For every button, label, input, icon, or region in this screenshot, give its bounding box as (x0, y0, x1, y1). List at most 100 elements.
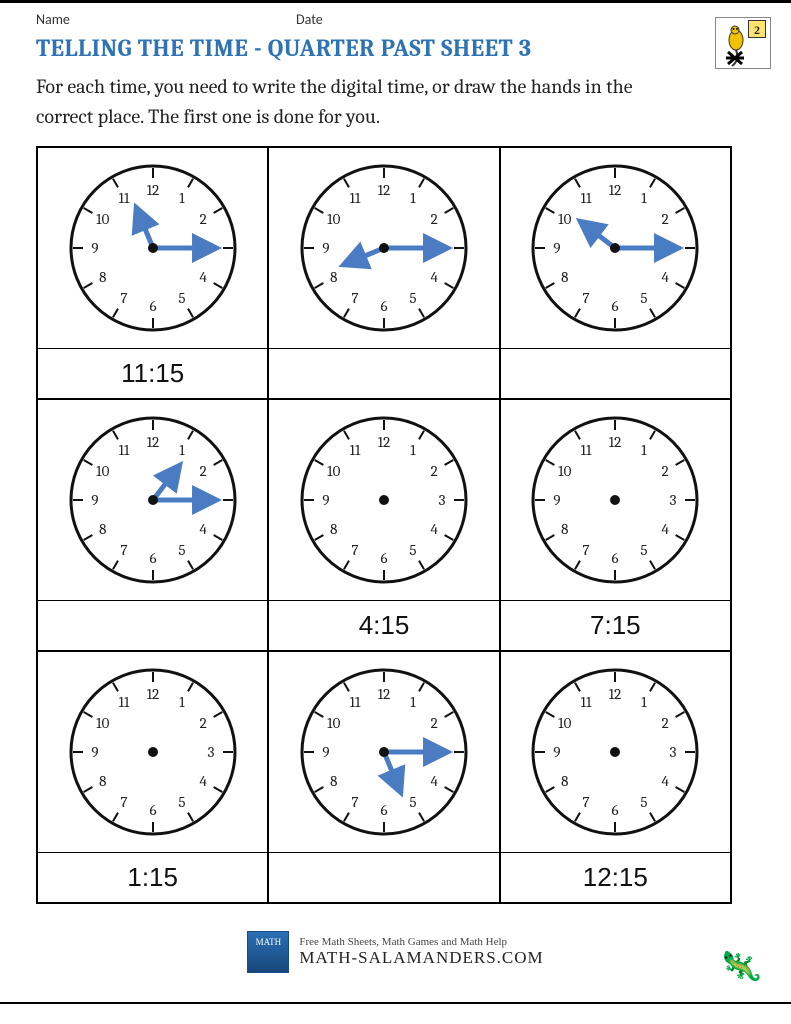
svg-text:3: 3 (670, 743, 677, 761)
svg-text:10: 10 (96, 462, 109, 480)
clock-cell: 123456789101112 (268, 147, 499, 399)
svg-text:8: 8 (561, 520, 568, 538)
svg-text:7: 7 (351, 289, 358, 307)
svg-text:6: 6 (149, 297, 156, 315)
clock-face: 123456789101112 (65, 160, 241, 336)
svg-text:1: 1 (410, 693, 416, 711)
clock-cell: 1234567891011124:15 (268, 399, 499, 651)
footer-tagline: Free Math Sheets, Math Games and Math He… (299, 936, 543, 948)
grade-number: 2 (748, 20, 766, 38)
svg-text:1: 1 (410, 441, 416, 459)
svg-text:11: 11 (350, 189, 361, 207)
svg-text:4: 4 (431, 268, 439, 286)
svg-text:1: 1 (179, 693, 185, 711)
clock-face: 123456789101112 (527, 160, 703, 336)
footer: MATH Free Math Sheets, Math Games and Ma… (36, 922, 755, 982)
svg-text:4: 4 (199, 268, 207, 286)
svg-text:7: 7 (583, 541, 590, 559)
svg-text:4: 4 (662, 772, 670, 790)
svg-text:12: 12 (378, 685, 391, 703)
svg-text:4: 4 (199, 772, 207, 790)
svg-text:9: 9 (91, 239, 98, 257)
svg-text:2: 2 (199, 462, 206, 480)
svg-text:12: 12 (609, 685, 622, 703)
answer-box[interactable]: 11:15 (38, 348, 267, 398)
svg-text:12: 12 (146, 181, 159, 199)
clock-face: 123456789101112 (65, 412, 241, 588)
answer-box[interactable]: 12:15 (501, 852, 730, 902)
clock-wrap: 123456789101112 (269, 148, 498, 348)
name-label: Name (36, 11, 296, 28)
clock-grid: 12345678910111211:1512345678910111212345… (36, 146, 732, 904)
svg-text:4: 4 (662, 268, 670, 286)
svg-text:2: 2 (431, 462, 438, 480)
answer-box[interactable]: 4:15 (269, 600, 498, 650)
svg-text:5: 5 (178, 793, 185, 811)
svg-text:9: 9 (322, 239, 329, 257)
svg-text:2: 2 (431, 210, 438, 228)
svg-text:5: 5 (641, 289, 648, 307)
svg-text:10: 10 (327, 462, 340, 480)
svg-text:6: 6 (612, 297, 619, 315)
svg-text:7: 7 (583, 289, 590, 307)
clock-wrap: 123456789101112 (38, 148, 267, 348)
svg-text:9: 9 (554, 491, 561, 509)
svg-text:1: 1 (179, 441, 185, 459)
svg-text:6: 6 (149, 801, 156, 819)
clock-wrap: 123456789101112 (501, 400, 730, 600)
svg-text:10: 10 (558, 210, 571, 228)
svg-text:9: 9 (322, 743, 329, 761)
svg-text:3: 3 (207, 743, 214, 761)
clock-face: 123456789101112 (296, 664, 472, 840)
clock-cell: 123456789101112 (500, 147, 731, 399)
svg-text:10: 10 (327, 714, 340, 732)
clock-wrap: 123456789101112 (269, 652, 498, 852)
svg-text:8: 8 (99, 268, 106, 286)
page-title: TELLING THE TIME - QUARTER PAST SHEET 3 (36, 34, 755, 62)
svg-text:12: 12 (378, 181, 391, 199)
svg-text:1: 1 (410, 189, 416, 207)
svg-text:10: 10 (96, 714, 109, 732)
svg-text:4: 4 (199, 520, 207, 538)
svg-text:8: 8 (330, 520, 337, 538)
svg-text:9: 9 (554, 239, 561, 257)
svg-text:6: 6 (612, 801, 619, 819)
svg-text:5: 5 (178, 289, 185, 307)
svg-text:1: 1 (642, 189, 648, 207)
clock-face: 123456789101112 (65, 664, 241, 840)
svg-text:11: 11 (581, 189, 592, 207)
svg-text:8: 8 (99, 772, 106, 790)
answer-box[interactable] (269, 348, 498, 398)
svg-text:11: 11 (581, 441, 592, 459)
svg-text:11: 11 (118, 441, 129, 459)
svg-text:9: 9 (554, 743, 561, 761)
svg-text:6: 6 (380, 801, 387, 819)
svg-text:8: 8 (99, 520, 106, 538)
svg-text:7: 7 (120, 289, 127, 307)
worksheet-page: Name Date 2 TELLING THE TIME - QUARTER P… (0, 0, 791, 1004)
answer-box[interactable]: 1:15 (38, 852, 267, 902)
svg-text:7: 7 (120, 541, 127, 559)
clock-cell: 1234567891011127:15 (500, 399, 731, 651)
svg-text:2: 2 (199, 714, 206, 732)
svg-text:1: 1 (642, 693, 648, 711)
svg-text:4: 4 (431, 520, 439, 538)
clock-cell: 123456789101112 (268, 651, 499, 903)
svg-text:8: 8 (330, 268, 337, 286)
svg-text:7: 7 (583, 793, 590, 811)
svg-text:5: 5 (409, 289, 416, 307)
svg-text:2: 2 (662, 462, 669, 480)
footer-site: MATH-SALAMANDERS.COM (299, 948, 543, 968)
answer-box[interactable] (38, 600, 267, 650)
svg-text:6: 6 (380, 297, 387, 315)
answer-box[interactable]: 7:15 (501, 600, 730, 650)
svg-text:12: 12 (146, 433, 159, 451)
svg-text:12: 12 (146, 685, 159, 703)
clock-cell: 1234567891011121:15 (37, 651, 268, 903)
svg-text:5: 5 (409, 541, 416, 559)
answer-box[interactable] (501, 348, 730, 398)
answer-box[interactable] (269, 852, 498, 902)
svg-text:9: 9 (91, 743, 98, 761)
footer-logo: MATH (247, 931, 289, 973)
svg-text:3: 3 (439, 491, 446, 509)
